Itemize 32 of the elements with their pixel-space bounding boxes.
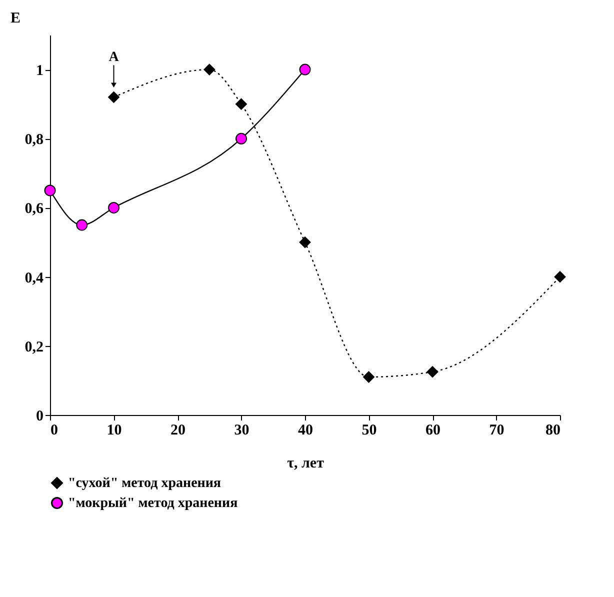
point [299, 64, 311, 76]
point [204, 64, 216, 76]
y-tick-label: 0 [36, 408, 44, 424]
point [554, 271, 566, 283]
x-tick-label: 30 [234, 422, 250, 438]
x-tick-label: 80 [546, 422, 560, 438]
x-tick-label: 10 [106, 422, 122, 438]
point [236, 98, 247, 110]
point [236, 132, 247, 144]
x-tick-label: 20 [170, 422, 186, 438]
y-tick-label: 0,4 [24, 270, 44, 286]
point [363, 371, 374, 383]
point [76, 219, 88, 231]
x-tick-label: 60 [426, 422, 440, 438]
point [44, 184, 56, 196]
x-tick-label: 70 [489, 422, 504, 438]
point [108, 91, 120, 103]
point [299, 236, 311, 248]
annotation: A [108, 50, 120, 66]
y-tick-label: 0,8 [24, 132, 44, 148]
legend-label: "мокрый" метод хранения [68, 496, 238, 511]
y-axis-title: E [10, 10, 21, 26]
legend-label: "сухой" метод хранения [68, 476, 222, 491]
x-tick-label: 0 [50, 422, 58, 438]
point [108, 202, 120, 214]
x-tick-label: 40 [298, 422, 313, 438]
point [426, 366, 438, 378]
y-tick-label: 0,2 [24, 339, 44, 356]
y-tick-label: 1 [36, 63, 44, 80]
x-tick-label: 50 [362, 422, 377, 438]
y-tick-label: 0,6 [24, 201, 44, 218]
x-axis-title: τ, лет [287, 456, 325, 472]
